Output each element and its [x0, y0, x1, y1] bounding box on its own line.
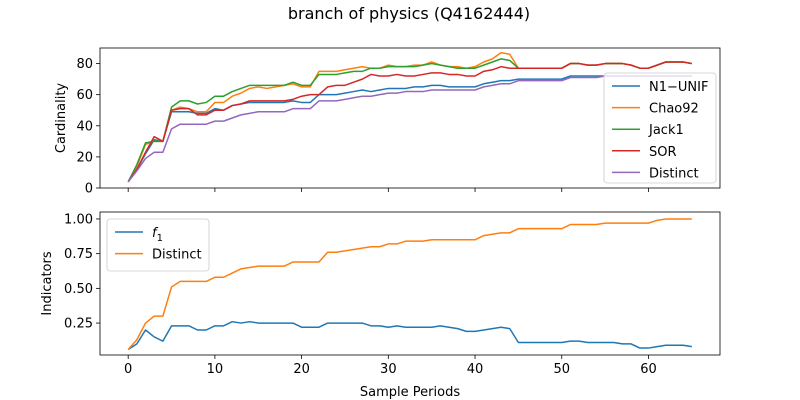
x-tick-label: 10: [207, 362, 224, 377]
legend-box: [106, 218, 210, 272]
legend-entry: f1: [152, 226, 163, 244]
indicators-panel: 0 10 20 30 40 50 60 0.25 0.50 0.75 1.00 Indicators S…: [40, 211, 721, 400]
legend: f1 Distinct: [106, 218, 210, 272]
series-line: [127, 320, 692, 351]
legend-entry: Jack1: [648, 123, 684, 138]
y-tick-label: 0.50: [64, 282, 93, 297]
y-tick-label: 80: [76, 57, 93, 72]
y-tick-label: 0: [85, 182, 93, 197]
y-axis-label: Indicators: [40, 251, 55, 315]
y-tick-label: 1.00: [64, 212, 93, 227]
y-tick-label: 60: [76, 88, 93, 103]
x-tick-label: 0: [124, 362, 132, 377]
axes-frame: [99, 47, 721, 189]
y-tick-label: 0.75: [64, 247, 93, 262]
legend-entry-main: f: [152, 226, 159, 241]
x-tick-label: 50: [553, 362, 570, 377]
y-axis-label: Cardinality: [54, 83, 69, 154]
legend-entry: Distinct: [152, 248, 202, 263]
series-line: [127, 218, 692, 350]
y-tick-label: 0.25: [64, 317, 93, 332]
legend-entry: N1−UNIF: [649, 80, 708, 95]
chart-title: branch of physics (Q4162444): [288, 4, 530, 23]
legend-entry-subscript: 1: [157, 233, 163, 244]
legend-entry: SOR: [649, 145, 677, 160]
x-tick-label: 30: [380, 362, 397, 377]
x-tick-label: 60: [640, 362, 657, 377]
series-line: [127, 61, 692, 183]
cardinality-panel: 0 20 40 60 80 Cardinality N1−UNIF Chao92 Jack1 SO…: [54, 47, 721, 197]
legend-box: [603, 72, 717, 184]
y-tick-label: 40: [76, 119, 93, 134]
axes-frame: [99, 211, 721, 356]
legend: N1−UNIF Chao92 Jack1 SOR Distinct: [603, 72, 717, 184]
legend-entry: Distinct: [649, 166, 699, 181]
x-axis-label: Sample Periods: [360, 385, 460, 400]
y-tick-label: 20: [76, 150, 93, 165]
x-tick-label: 20: [293, 362, 310, 377]
series-line: [127, 75, 692, 183]
x-tick-label: 40: [467, 362, 484, 377]
legend-entry: Chao92: [649, 102, 699, 117]
